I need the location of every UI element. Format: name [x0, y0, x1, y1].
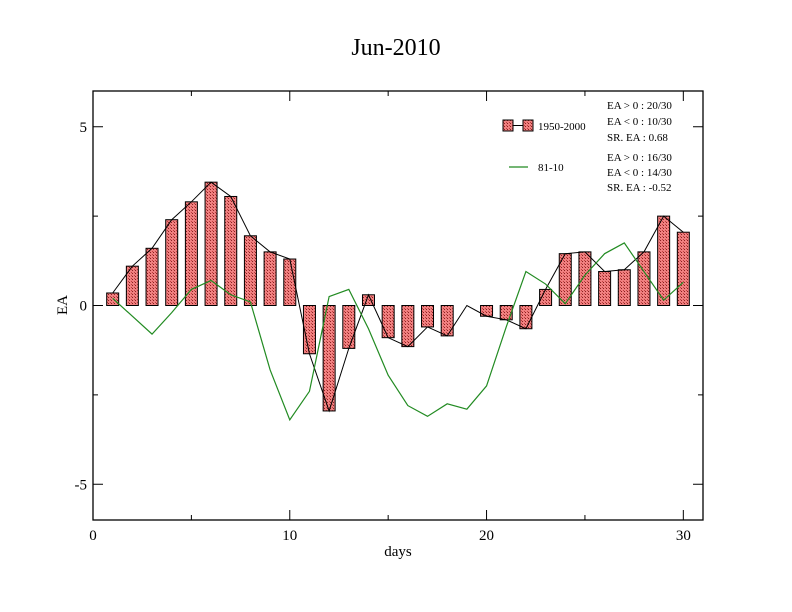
x-tick-label-30: 30 [676, 528, 691, 544]
bar-day-16 [401, 305, 415, 348]
x-tick-label-10: 10 [282, 528, 297, 544]
x-tick-label-0: 0 [89, 528, 97, 544]
annotation-b3: SR. EA : -0.52 [607, 182, 671, 194]
bar-day-4 [165, 219, 179, 306]
annotation-a2: EA < 0 : 10/30 [607, 116, 672, 128]
bar-day-26 [598, 271, 612, 307]
bar-day-25 [578, 251, 592, 306]
x-tick-label-20: 20 [479, 528, 494, 544]
legend-label-1950-2000: 1950-2000 [538, 121, 586, 133]
bar-day-6 [204, 181, 218, 307]
y-tick-label--5: -5 [75, 477, 88, 493]
bar-day-1 [106, 292, 120, 306]
bar-trace-line [112, 181, 684, 413]
bar-day-12 [322, 305, 336, 412]
bar-day-18 [440, 305, 454, 337]
annotation-a3: SR. EA : 0.68 [607, 132, 668, 144]
bar-day-7 [224, 195, 238, 306]
annotation-b2: EA < 0 : 14/30 [607, 167, 672, 179]
bar-day-11 [302, 305, 316, 355]
bar-day-21 [499, 305, 513, 321]
bar-day-17 [421, 305, 435, 328]
bar-day-10 [283, 258, 297, 306]
y-axis-label: EA [55, 295, 71, 315]
bar-day-29 [657, 215, 671, 306]
bar-day-30 [676, 231, 690, 306]
annotation-a1: EA > 0 : 20/30 [607, 100, 672, 112]
bar-day-8 [243, 235, 257, 307]
x-axis-label: days [384, 544, 412, 560]
bar-day-15 [381, 305, 395, 339]
bar-day-3 [145, 247, 159, 307]
annotation-b1: EA > 0 : 16/30 [607, 152, 672, 164]
legend-label-81-10: 81-10 [538, 162, 564, 174]
bar-day-9 [263, 251, 277, 306]
y-tick-label-5: 5 [80, 120, 88, 136]
bar-day-13 [342, 305, 356, 349]
series-81-10-line [112, 242, 684, 422]
bar-day-27 [617, 269, 631, 306]
y-tick-label-0: 0 [80, 299, 88, 315]
bar-day-22 [519, 305, 533, 330]
legend-swatch-1950-2000 [502, 119, 534, 132]
legend: 1950-2000 81-10 EA > 0 : 20/30 EA < 0 : … [502, 100, 672, 194]
bar-day-20 [480, 305, 494, 317]
chart-title: Jun-2010 [351, 35, 440, 61]
